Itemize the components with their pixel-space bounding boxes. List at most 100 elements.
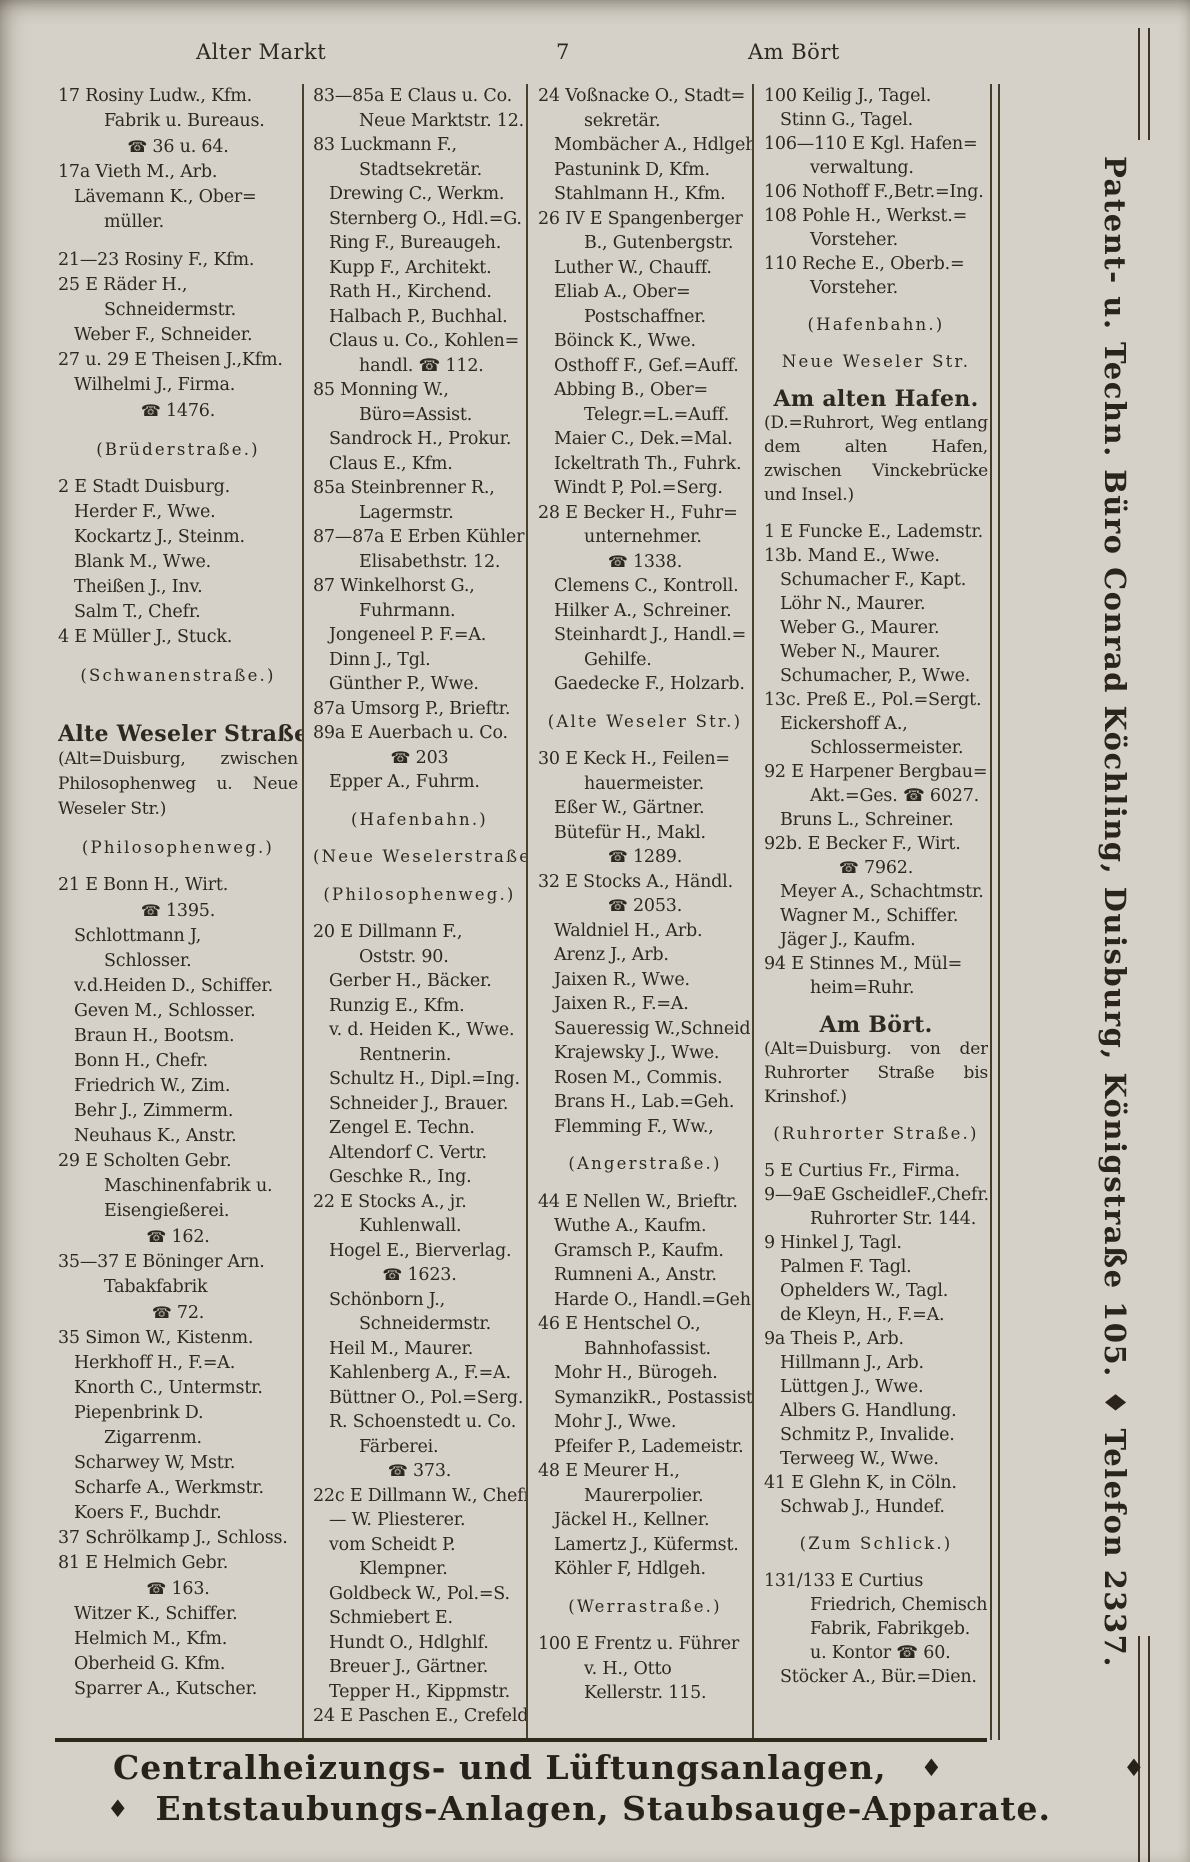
- directory-line: Schwab J., Hundef.: [780, 1497, 945, 1517]
- directory-line: Scharwey W, Mstr.: [74, 1453, 236, 1473]
- advertisement-sidebar: Patent- u. Techn. Büro Conrad Köchling, …: [1098, 156, 1132, 1668]
- directory-line: Kahlenberg A., F.=A.: [329, 1363, 511, 1383]
- phone-icon: ☎: [140, 401, 161, 420]
- phone-icon: ☎: [607, 896, 628, 915]
- spacer: [58, 462, 298, 475]
- directory-line: Albers G. Handlung.: [780, 1401, 957, 1421]
- phone-line: ☎ 373.: [387, 1461, 452, 1481]
- directory-entry: 17a Vieth M., Arb.: [58, 162, 218, 182]
- directory-line: Schneider J., Brauer.: [329, 1093, 509, 1114]
- directory-line: Eßer W., Gärtner.: [554, 798, 705, 818]
- directory-line-indent: Vorsteher.: [810, 278, 898, 298]
- directory-entry: 28 E Becker H., Fuhr=: [538, 502, 738, 523]
- directory-line: Heil M., Maurer.: [329, 1338, 474, 1359]
- directory-entry: 85a Steinbrenner R.,: [313, 478, 495, 498]
- directory-entry: 30 E Keck H., Feilen=: [538, 749, 730, 769]
- directory-line: Schumacher F., Kapt.: [780, 570, 967, 590]
- phone-icon: ☎: [382, 1265, 403, 1284]
- directory-line: Schmitz P., Invalide.: [780, 1425, 955, 1445]
- directory-line: Blank M., Wwe.: [74, 552, 212, 572]
- directory-line: Palmen F. Tagl.: [780, 1257, 912, 1277]
- directory-line: — W. Pliesterer.: [329, 1510, 466, 1530]
- spacer: [58, 235, 298, 248]
- directory-line: Lamertz J., Küfermst.: [554, 1534, 739, 1555]
- directory-line: Jaixen R., F.=A.: [554, 994, 689, 1014]
- phone-line: ☎ 163.: [146, 1579, 210, 1599]
- directory-line: Geschke R., Ing.: [329, 1167, 472, 1187]
- directory-entry: 9 Hinkel J, Tagl.: [764, 1233, 902, 1253]
- directory-line: Hundt O., Hdlghlf.: [329, 1632, 489, 1653]
- directory-line: Oberheid G. Kfm.: [74, 1654, 226, 1674]
- banner-divider-rule: [55, 1738, 987, 1742]
- spacer: [764, 1109, 988, 1122]
- directory-line-indent: Maschinenfabrik u.: [104, 1176, 273, 1196]
- directory-line-indent: Gehilfe.: [584, 649, 652, 670]
- directory-line: Brans H., Lab.=Geh.: [554, 1092, 735, 1112]
- directory-line: Clemens C., Kontroll.: [554, 576, 739, 596]
- directory-line-indent: Bahnhofassist.: [584, 1338, 711, 1359]
- directory-line: Dinn J., Tgl.: [329, 649, 431, 670]
- directory-line: Pastunink D, Kfm.: [554, 159, 710, 180]
- diamond-icon: ♦: [920, 1754, 944, 1782]
- advertisement-banner: Centralheizungs- und Lüftungsanlagen, ♦ ♦ …: [55, 1738, 1145, 1828]
- directory-entry: 131/133 E Curtius: [764, 1571, 924, 1591]
- directory-line: Harde O., Handl.=Geh.: [554, 1289, 754, 1310]
- directory-entry: 100 Keilig J., Tagel.: [764, 86, 932, 106]
- directory-column-1: 17 Rosiny Ludw., Kfm. Fabrik u. Bureaus. ☎…: [58, 84, 304, 1740]
- directory-line: Krajewsky J., Wwe.: [554, 1043, 720, 1063]
- directory-entry: 22c E Dillmann W., Chefr.: [313, 1485, 528, 1506]
- directory-line: Bütefür H., Makl.: [554, 822, 706, 843]
- street-heading: Am Bört.: [819, 1012, 933, 1038]
- directory-line: Tepper H., Kippmstr.: [329, 1681, 510, 1702]
- cross-street-reference: Neue Weseler Str.: [781, 352, 971, 371]
- spacer: [538, 734, 752, 747]
- directory-line: Büttner O., Pol.=Serg.: [329, 1387, 524, 1408]
- phone-line: ☎ 203: [390, 747, 449, 768]
- directory-entry: 21—23 Rosiny F., Kfm.: [58, 250, 255, 270]
- phone-icon: ☎: [838, 858, 859, 877]
- directory-line: Gramsch P., Kaufm.: [554, 1240, 724, 1261]
- cross-street-reference: (Neue Weselerstraße.): [313, 847, 528, 866]
- diamond-icon: ♦: [1123, 1754, 1146, 1782]
- directory-line-indent: Kellerstr. 115.: [584, 1683, 707, 1703]
- directory-line-indent: Fabrik u. Bureaus.: [104, 111, 265, 131]
- directory-line-indent: Schneidermstr.: [104, 300, 237, 320]
- directory-line: Wilhelmi J., Firma.: [74, 375, 236, 395]
- directory-line: Schumacher, P., Wwe.: [780, 666, 971, 686]
- directory-line-indent: Klempner.: [359, 1559, 448, 1579]
- directory-entry: 35 Simon W., Kistenm.: [58, 1328, 254, 1348]
- directory-entry: 94 E Stinnes M., Mül=: [764, 954, 963, 974]
- spacer: [538, 1582, 752, 1595]
- directory-entry: 29 E Scholten Gebr.: [58, 1151, 232, 1171]
- phone-icon: ☎: [140, 901, 161, 920]
- directory-line: Witzer K., Schiffer.: [74, 1604, 238, 1624]
- directory-entry: 9a Theis P., Arb.: [764, 1329, 904, 1349]
- directory-line: Weber N., Maurer.: [780, 642, 941, 662]
- directory-line: Löhr N., Maurer.: [780, 594, 926, 614]
- directory-line-indent: Neue Marktstr. 12.: [359, 110, 525, 131]
- phone-icon: ☎: [387, 1461, 408, 1480]
- directory-line: Rumneni A., Anstr.: [554, 1265, 717, 1285]
- banner-line-1-text: Centralheizungs- und Lüftungsanlagen,: [113, 1748, 887, 1787]
- phone-icon: ☎: [607, 551, 628, 571]
- directory-entry: 83 Luckmann F.,: [313, 135, 457, 155]
- directory-line: SymanzikR., Postassist.: [554, 1387, 754, 1408]
- spacer: [58, 424, 298, 437]
- directory-line: v. d. Heiden K., Wwe.: [329, 1020, 515, 1040]
- directory-entry: 27 u. 29 E Theisen J.,Kfm.: [58, 350, 283, 370]
- banner-line-1: Centralheizungs- und Lüftungsanlagen, ♦ ♦: [113, 1748, 1145, 1787]
- spacer: [313, 832, 526, 845]
- directory-line: Behr J., Zimmerm.: [74, 1101, 234, 1121]
- directory-line-indent: Vorsteher.: [810, 230, 898, 250]
- directory-line: Eliab A., Ober=: [554, 282, 691, 302]
- directory-line: Salm T., Chefr.: [74, 602, 201, 622]
- directory-line-indent: müller.: [104, 212, 165, 232]
- directory-line-indent: u. Kontor ☎ 60.: [810, 1643, 951, 1663]
- directory-entry: 5 E Curtius Fr., Firma.: [764, 1161, 960, 1181]
- double-rule-right-top: [1138, 28, 1150, 140]
- directory-column-3: 24 Voßnacke O., Stadt= sekretär. Mombächer…: [528, 84, 754, 1740]
- directory-line: Günther P., Wwe.: [329, 674, 479, 694]
- directory-entry: 32 E Stocks A., Händl.: [538, 871, 733, 892]
- directory-line-indent: Fuhrmann.: [359, 600, 456, 621]
- phone-line: ☎ 162.: [146, 1227, 210, 1247]
